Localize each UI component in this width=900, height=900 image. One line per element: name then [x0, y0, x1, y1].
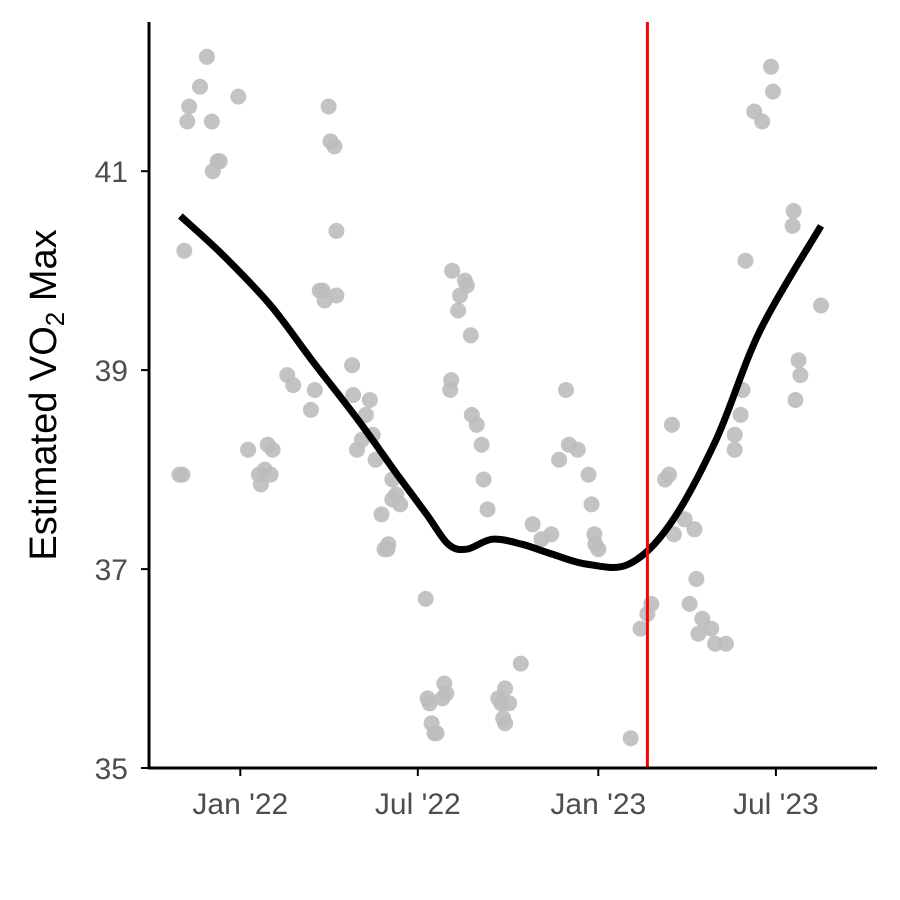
- scatter-point: [763, 58, 779, 75]
- scatter-point: [473, 436, 490, 453]
- scatter-point: [230, 88, 247, 105]
- scatter-point: [688, 571, 705, 587]
- scatter-point: [784, 217, 801, 234]
- trend-line: [178, 213, 825, 571]
- scatter-point: [622, 730, 639, 747]
- scatter-point: [686, 521, 703, 538]
- y-tick-label: 35: [95, 753, 128, 786]
- scatter-point: [792, 367, 809, 384]
- scatter-point: [497, 680, 514, 697]
- scatter-point: [512, 655, 529, 672]
- scatter-point: [676, 511, 693, 528]
- y-axis-title: Estimated VO2 Max: [23, 229, 70, 560]
- y-axis-ticks: 35 37 39 41: [95, 156, 149, 786]
- scatter-point: [495, 710, 512, 727]
- scatter-point: [262, 466, 279, 483]
- scatter-point: [380, 536, 397, 553]
- scatter-point: [417, 590, 434, 607]
- scatter-point: [726, 441, 743, 458]
- scatter-point: [192, 78, 208, 95]
- scatter-point: [632, 620, 649, 637]
- x-axis-ticks: Jan '22 Jul '22 Jan '23 Jul '23: [192, 768, 819, 821]
- y-tick-label: 39: [95, 355, 128, 388]
- scatter-point: [663, 416, 680, 433]
- scatter-point: [787, 392, 804, 408]
- scatter-point: [326, 138, 343, 155]
- scatter-point: [444, 262, 461, 279]
- scatter-point: [458, 277, 475, 294]
- y-axis-title-main: Estimated VO: [23, 326, 65, 560]
- scatter-point: [462, 327, 479, 344]
- scatter-point: [580, 466, 597, 483]
- scatter-point: [543, 526, 560, 543]
- scatter-point: [681, 595, 698, 612]
- scatter-point: [443, 372, 460, 389]
- y-tick-label: 37: [95, 554, 128, 587]
- scatter-point: [392, 496, 409, 513]
- scatter-point: [813, 297, 829, 314]
- scatter-point: [264, 441, 281, 458]
- x-tick-label: Jan '22: [192, 788, 288, 821]
- scatter-point: [732, 406, 749, 423]
- scatter-point: [661, 466, 677, 483]
- scatter-point: [726, 426, 743, 443]
- scatter-point: [373, 506, 390, 523]
- y-tick-label: 41: [95, 156, 128, 189]
- scatter-point: [590, 541, 607, 558]
- scatter-point: [475, 471, 492, 488]
- y-axis-title-tail: Max: [23, 229, 65, 311]
- scatter-point: [306, 382, 323, 398]
- scatter-point: [203, 113, 220, 130]
- scatter-point: [785, 203, 802, 219]
- scatter-point: [174, 466, 191, 483]
- scatter-point: [765, 83, 781, 100]
- scatter-point: [524, 516, 541, 533]
- scatter-point: [240, 441, 257, 458]
- scatter-point: [643, 595, 660, 612]
- scatter-point: [717, 635, 734, 652]
- scatter-point: [198, 48, 215, 65]
- scatter-point: [361, 392, 378, 408]
- scatter-point: [501, 695, 518, 712]
- scatter-point: [569, 441, 586, 458]
- x-tick-label: Jul '22: [375, 788, 461, 821]
- scatter-point: [320, 98, 337, 115]
- scatter-point: [344, 357, 361, 374]
- scatter-point: [252, 476, 269, 493]
- scatter-point: [790, 352, 807, 369]
- scatter-point: [479, 501, 496, 518]
- scatter-point: [558, 382, 574, 398]
- scatter-point: [176, 242, 193, 259]
- scatter-point: [428, 725, 445, 742]
- scatter-point: [211, 153, 228, 170]
- trend-line-layer: [178, 213, 825, 571]
- scatter-point: [690, 625, 707, 642]
- scatter-point: [583, 496, 600, 513]
- scatter-point: [450, 302, 467, 319]
- scatter-point: [345, 387, 362, 403]
- y-axis-title-subscript: 2: [40, 312, 70, 326]
- scatter-point: [703, 620, 720, 637]
- scatter-point: [328, 287, 345, 304]
- scatter-point: [551, 451, 568, 468]
- scatter-point: [754, 113, 771, 130]
- scatter-point: [468, 416, 485, 433]
- scatter-points: [171, 48, 829, 747]
- scatter-point: [179, 113, 196, 130]
- scatter-point: [302, 401, 319, 418]
- x-tick-label: Jul '23: [733, 788, 819, 821]
- scatter-point: [737, 252, 754, 269]
- x-tick-label: Jan '23: [550, 788, 646, 821]
- scatter-point: [328, 222, 345, 239]
- scatter-point: [357, 406, 374, 423]
- scatter-point: [181, 98, 198, 115]
- scatter-point: [421, 695, 438, 712]
- scatter-point: [438, 685, 455, 702]
- scatter-point: [285, 377, 302, 394]
